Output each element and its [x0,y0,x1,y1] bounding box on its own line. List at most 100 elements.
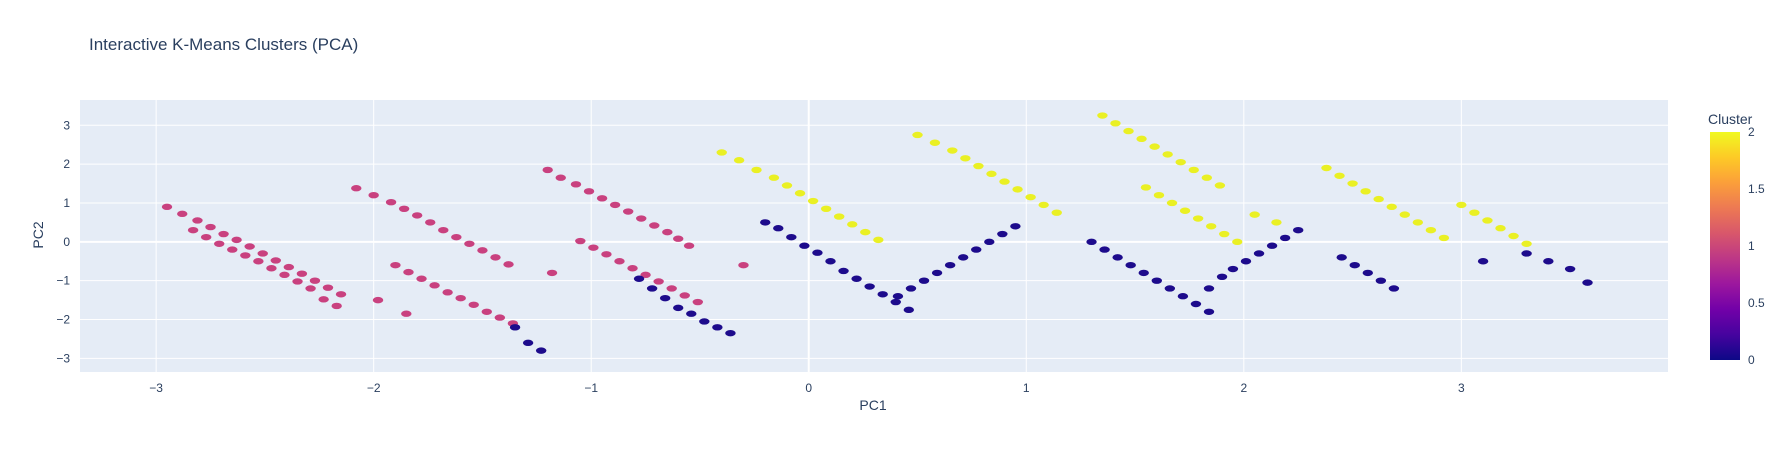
scatter-point[interactable] [161,203,173,211]
scatter-point[interactable] [283,263,295,271]
scatter-point[interactable] [1177,293,1189,300]
scatter-point[interactable] [614,258,625,265]
scatter-point[interactable] [266,265,277,272]
scatter-point[interactable] [1347,180,1358,187]
scatter-point[interactable] [1219,230,1230,238]
scatter-point[interactable] [1425,226,1437,234]
scatter-point[interactable] [477,247,488,254]
scatter-point[interactable] [999,178,1010,185]
scatter-point[interactable] [929,139,941,146]
scatter-point[interactable] [699,318,710,325]
scatter-point[interactable] [1025,193,1036,201]
scatter-point[interactable] [1099,246,1110,253]
scatter-point[interactable] [873,236,884,244]
scatter-point[interactable] [1495,225,1506,232]
scatter-point[interactable] [768,174,780,181]
scatter-point[interactable] [296,270,308,277]
scatter-point[interactable] [1399,211,1410,218]
scatter-point[interactable] [411,212,423,219]
scatter-point[interactable] [820,205,832,212]
scatter-point[interactable] [464,240,475,247]
scatter-point[interactable] [1292,226,1304,234]
scatter-point[interactable] [738,261,749,269]
scatter-point[interactable] [596,195,608,202]
scatter-point[interactable] [305,285,316,292]
scatter-point[interactable] [403,268,414,276]
scatter-point[interactable] [1153,192,1165,199]
scatter-point[interactable] [200,233,212,241]
scatter-point[interactable] [931,269,943,277]
scatter-point[interactable] [583,188,595,195]
scatter-point[interactable] [1203,285,1215,292]
scatter-point[interactable] [575,237,586,245]
scatter-point[interactable] [1388,285,1400,292]
scatter-point[interactable] [1412,219,1424,226]
scatter-point[interactable] [1386,203,1397,211]
scatter-point[interactable] [794,190,806,197]
scatter-point[interactable] [1203,308,1215,315]
scatter-point[interactable] [833,213,845,220]
scatter-point[interactable] [240,252,251,259]
scatter-point[interactable] [1205,223,1217,230]
scatter-point[interactable] [205,223,216,231]
scatter-point[interactable] [1508,232,1519,240]
scatter-point[interactable] [1240,258,1252,265]
scatter-point[interactable] [1038,201,1049,209]
scatter-point[interactable] [781,182,793,189]
scatter-point[interactable] [825,258,836,265]
scatter-point[interactable] [760,219,771,226]
scatter-point[interactable] [1582,279,1593,286]
scatter-point[interactable] [416,275,427,282]
scatter-point[interactable] [192,217,203,224]
scatter-point[interactable] [944,261,956,269]
scatter-point[interactable] [1249,211,1260,218]
scatter-point[interactable] [1521,250,1532,257]
scatter-point[interactable] [398,205,410,212]
scatter-point[interactable] [971,246,982,253]
scatter-point[interactable] [401,310,412,317]
scatter-point[interactable] [481,308,492,315]
scatter-point[interactable] [807,197,819,205]
scatter-point[interactable] [292,278,303,285]
scatter-point[interactable] [1123,127,1134,135]
scatter-point[interactable] [390,261,401,269]
scatter-point[interactable] [455,294,466,302]
scatter-point[interactable] [912,131,923,139]
scatter-point[interactable] [712,324,723,331]
scatter-point[interactable] [1375,277,1387,284]
scatter-point[interactable] [331,302,342,310]
plot-area[interactable] [80,100,1668,372]
scatter-point[interactable] [1190,300,1202,308]
scatter-point[interactable] [960,155,971,162]
scatter-point[interactable] [1373,195,1384,203]
scatter-point[interactable] [636,215,647,222]
scatter-point[interactable] [425,219,436,226]
scatter-point[interactable] [468,301,479,308]
scatter-point[interactable] [633,275,645,282]
scatter-point[interactable] [509,324,521,331]
scatter-point[interactable] [1543,258,1554,265]
scatter-point[interactable] [860,228,871,236]
scatter-point[interactable] [244,243,255,250]
scatter-point[interactable] [786,233,797,241]
scatter-point[interactable] [1138,269,1149,277]
scatter-point[interactable] [1477,258,1489,265]
scatter-point[interactable] [877,291,888,298]
scatter-point[interactable] [1188,166,1199,174]
scatter-point[interactable] [1349,261,1360,269]
scatter-point[interactable] [997,230,1008,238]
scatter-point[interactable] [588,244,599,251]
scatter-point[interactable] [570,181,582,188]
scatter-point[interactable] [318,296,329,303]
scatter-point[interactable] [903,306,915,314]
scatter-point[interactable] [1125,261,1136,269]
scatter-point[interactable] [1010,223,1021,230]
scatter-point[interactable] [1334,172,1345,179]
scatter-point[interactable] [1232,238,1243,246]
scatter-point[interactable] [601,251,612,258]
scatter-point[interactable] [812,249,823,256]
scatter-point[interactable] [442,289,453,296]
scatter-point[interactable] [309,277,321,284]
scatter-point[interactable] [177,210,188,218]
scatter-point[interactable] [847,221,858,228]
